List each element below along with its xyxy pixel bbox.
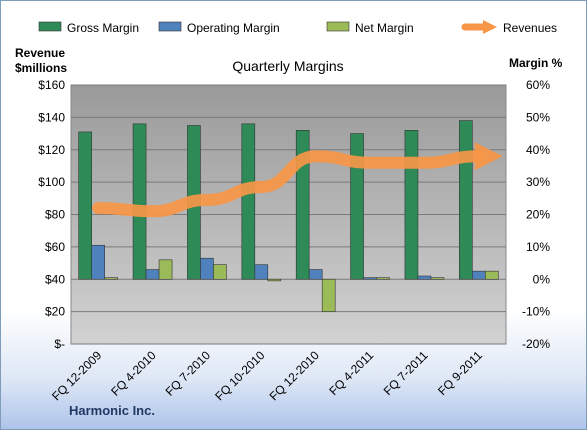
bar-gross-margin bbox=[350, 133, 364, 280]
right-tick-label: 0% bbox=[533, 272, 551, 286]
bar-net-margin bbox=[321, 278, 336, 312]
bar-operating-margin bbox=[308, 269, 323, 280]
right-tick-label: 60% bbox=[526, 78, 550, 92]
x-tick-label: FQ 7-2010 bbox=[163, 348, 214, 399]
legend-swatch-gross-margin bbox=[38, 21, 62, 32]
legend-label: Net Margin bbox=[355, 21, 414, 35]
bar-operating-margin bbox=[145, 269, 160, 280]
bar-gross-margin bbox=[404, 130, 419, 280]
right-tick-label: 30% bbox=[526, 175, 550, 189]
x-axis-ticks: FQ 12-2009 FQ 4-2010 FQ 7-2010 FQ 10-2010 FQ… bbox=[49, 348, 485, 403]
bar-net-margin bbox=[376, 277, 390, 280]
left-tick-label: $80 bbox=[45, 208, 65, 222]
x-tick-label: FQ 10-2010 bbox=[212, 348, 267, 403]
revenue-line-arrowhead bbox=[474, 142, 503, 171]
bar-operating-margin bbox=[91, 244, 105, 280]
chart-title: Quarterly Margins bbox=[232, 58, 343, 74]
right-tick-label: 10% bbox=[526, 240, 550, 254]
right-tick-label: 40% bbox=[526, 143, 550, 157]
right-tick-label: -20% bbox=[522, 337, 550, 351]
bar-operating-margin bbox=[363, 277, 377, 280]
x-tick-label: FQ 12-2010 bbox=[267, 348, 322, 403]
left-axis-title-line1: Revenue bbox=[15, 46, 65, 60]
x-tick-label: FQ 7-2011 bbox=[381, 348, 431, 398]
bar-net-margin bbox=[267, 278, 282, 282]
bar-gross-margin bbox=[459, 120, 473, 280]
gridlines bbox=[71, 84, 506, 345]
legend-label: Revenues bbox=[503, 21, 557, 35]
bars bbox=[78, 120, 499, 312]
revenue-line bbox=[92, 142, 503, 218]
right-axis-title: Margin % bbox=[509, 56, 563, 70]
bar-net-margin bbox=[158, 259, 173, 280]
legend-swatch-net-margin bbox=[326, 21, 350, 32]
bar-net-margin bbox=[213, 264, 227, 280]
right-tick-label: 20% bbox=[526, 208, 550, 222]
company-name: Harmonic Inc. bbox=[69, 403, 155, 418]
legend-swatch-revenues-arrow bbox=[483, 20, 497, 34]
legend-label: Gross Margin bbox=[67, 21, 139, 35]
bar-net-margin bbox=[104, 277, 118, 280]
right-tick-label: -10% bbox=[522, 305, 550, 319]
revenue-line-path bbox=[92, 150, 485, 218]
bar-operating-margin bbox=[417, 275, 432, 280]
x-tick-label: FQ 12-2009 bbox=[49, 348, 104, 403]
right-tick-label: 50% bbox=[526, 110, 550, 124]
legend: Gross Margin Operating Margin Net Margin Re… bbox=[38, 20, 557, 35]
bar-operating-margin bbox=[254, 264, 269, 280]
left-tick-label: $100 bbox=[38, 175, 65, 189]
left-axis-title-line2: $millions bbox=[15, 61, 67, 75]
left-tick-label: $40 bbox=[45, 272, 65, 286]
bar-gross-margin bbox=[132, 123, 147, 280]
bar-gross-margin bbox=[78, 131, 92, 280]
x-tick-label: FQ 4-2010 bbox=[108, 348, 159, 399]
legend-swatch-operating-margin bbox=[158, 21, 182, 32]
bar-operating-margin bbox=[472, 270, 486, 280]
bar-net-margin bbox=[430, 277, 445, 280]
legend-label: Operating Margin bbox=[187, 21, 280, 35]
left-tick-label: $160 bbox=[38, 78, 65, 92]
bar-net-margin bbox=[485, 270, 499, 280]
left-axis-ticks: $- $20 $40 $60 $80 $100 $120 $140 $160 bbox=[38, 78, 65, 351]
x-tick-label: FQ 9-2011 bbox=[435, 348, 485, 398]
left-tick-label: $120 bbox=[38, 143, 65, 157]
left-tick-label: $60 bbox=[45, 240, 65, 254]
bar-gross-margin bbox=[241, 123, 256, 280]
bar-operating-margin bbox=[200, 257, 214, 280]
left-tick-label: $140 bbox=[38, 110, 65, 124]
right-axis-ticks: -20% -10% 0% 10% 20% 30% 40% 50% 60% bbox=[522, 78, 550, 351]
left-tick-label: $- bbox=[54, 337, 65, 351]
x-tick-label: FQ 4-2011 bbox=[326, 348, 376, 398]
left-tick-label: $20 bbox=[45, 305, 65, 319]
